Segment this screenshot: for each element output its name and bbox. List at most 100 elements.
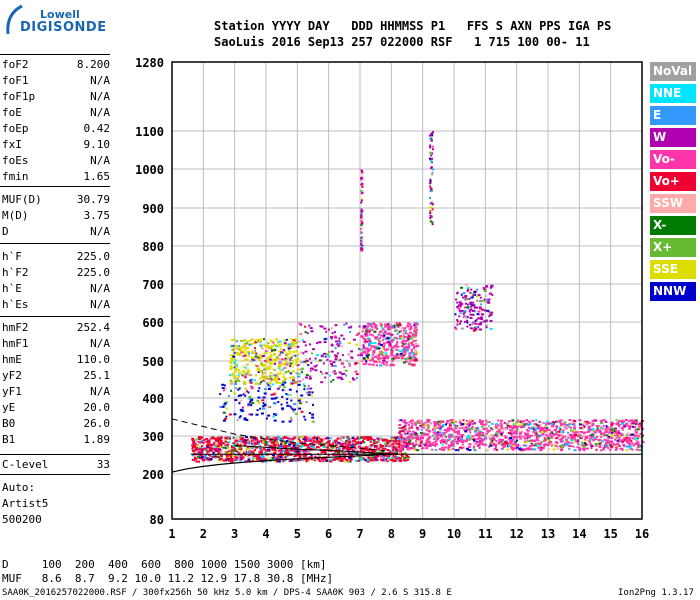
echo-point [310,361,313,364]
echo-point [316,354,319,357]
legend-item-e: E [650,106,696,125]
echo-point [458,427,461,430]
echo-point [275,413,278,416]
echo-point [236,347,239,350]
echo-point [269,439,273,442]
echo-point [343,366,346,369]
echo-point [379,350,383,353]
echo-point [465,419,468,422]
echo-point [546,420,549,423]
echo-point [414,424,417,427]
echo-point [224,459,227,462]
echo-point [545,422,549,425]
echo-point [222,404,226,407]
echo-point [578,419,582,422]
echo-point [290,454,293,456]
echo-point [398,355,402,357]
echo-point [369,440,372,443]
echo-point [192,440,196,443]
echo-point [262,364,266,366]
echo-point [489,314,493,316]
echo-point [559,427,562,430]
echo-point [575,440,578,443]
echo-point [238,349,242,352]
echo-point [387,327,391,330]
echo-point [631,437,635,440]
param-value: 25.1 [83,369,111,382]
legend-item-nne: NNE [650,84,696,103]
echo-point [400,357,404,360]
echo-point [560,424,563,427]
echo-point [449,435,453,438]
echo-point [412,446,415,449]
echo-point [413,336,417,339]
echo-point [511,432,515,435]
echo-point [341,441,345,444]
echo-point [559,440,563,443]
echo-point [260,440,264,443]
echo-point [259,377,262,380]
echo-point [353,451,357,454]
echo-point [480,300,484,303]
echo-point [302,378,305,381]
echo-point [288,446,291,449]
echo-point [576,435,579,438]
echo-point [361,218,364,220]
echo-point [349,447,352,450]
echo-point [368,328,372,331]
echo-point [198,452,202,455]
echo-point [554,443,557,446]
echo-point [555,437,559,440]
echo-point [335,444,338,447]
echo-point [238,452,241,455]
echo-point [243,358,246,361]
echo-point [546,435,550,438]
echo-point [244,391,247,394]
echo-point [281,420,285,423]
echo-point [292,343,296,346]
echo-point [246,390,249,393]
echo-point [304,344,307,347]
echo-point [638,425,641,428]
echo-point [226,447,230,450]
echo-point [254,374,257,377]
echo-point [477,317,481,320]
echo-point [452,432,455,435]
echo-point [318,441,322,443]
echo-point [473,440,477,443]
echo-point [249,379,252,382]
echo-point [247,403,251,406]
echo-point [356,437,359,440]
echo-point [270,393,274,396]
echo-point [222,411,226,414]
echo-point [495,434,498,437]
echo-point [470,308,473,311]
echo-point [401,356,404,359]
echo-point [482,286,485,289]
echo-point [454,313,457,316]
echo-point [630,420,633,423]
echo-point [440,420,444,423]
legend-item-nnw: NNW [650,282,696,301]
echo-point [399,440,402,443]
echo-point [611,433,614,436]
echo-point [543,445,546,447]
echo-point [437,427,441,430]
echo-point [403,428,407,431]
echo-point [255,438,259,441]
echo-point [461,446,465,449]
echo-point [361,248,364,251]
echo-point [322,362,325,365]
echo-point [580,431,583,433]
echo-point [618,431,621,434]
echo-point [360,220,363,222]
echo-point [304,418,307,421]
echo-point [365,353,368,356]
echo-point [262,405,265,408]
echo-point [258,443,260,445]
echo-point [300,410,304,413]
echo-point [231,449,234,452]
echo-point [279,449,283,452]
echo-point [460,293,463,296]
echo-point [273,392,277,395]
